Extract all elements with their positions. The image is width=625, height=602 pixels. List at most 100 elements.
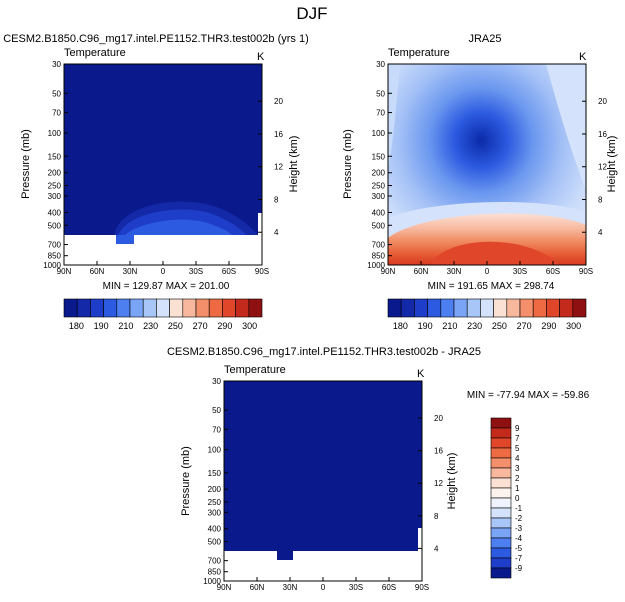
colorbar-swatch	[490, 567, 512, 579]
x-tick-label: 90S	[579, 267, 593, 276]
y-tick-label: 300	[208, 508, 222, 517]
colorbar-swatch	[490, 417, 512, 429]
colorbar-label: 290	[541, 321, 556, 331]
colorbar-swatch	[208, 298, 223, 318]
y2-tick-label: 16	[598, 130, 607, 139]
colorbar-swatch	[466, 298, 481, 318]
colorbar-swatch	[195, 298, 210, 318]
colorbar-swatch	[532, 298, 547, 318]
colorbar-swatch	[453, 298, 468, 318]
y-tick-label: 30	[376, 60, 385, 69]
x-tick-label: 60N	[414, 267, 429, 276]
x-tick-label: 60S	[382, 583, 396, 592]
y-tick-label: 50	[376, 89, 385, 98]
x-tick-label: 90N	[57, 267, 72, 276]
y-tick-label: 200	[372, 169, 386, 178]
y-tick-label: 150	[208, 469, 222, 478]
y-tick-label: 70	[52, 109, 61, 118]
colorbar-label: -3	[515, 524, 523, 533]
colorbar-swatch	[490, 507, 512, 519]
colorbar-label: -2	[515, 514, 523, 523]
x-tick-label: 30N	[123, 267, 138, 276]
y-tick-label: 70	[212, 425, 221, 434]
colorbar-label: 300	[242, 321, 257, 331]
colorbar-label: 1	[515, 484, 520, 493]
panel-model-units: K	[257, 51, 265, 63]
y-tick-label: 30	[212, 377, 221, 386]
panel-model-land-edge	[258, 213, 262, 235]
panel-diff-ylabel: Pressure (mb)	[180, 446, 192, 516]
panel-obs-variable: Temperature	[388, 47, 450, 59]
panel-obs-xticks: 90N 60N 30N 0 30S 60S 90S	[381, 261, 593, 276]
colorbar-swatch	[182, 298, 197, 318]
y-tick-label: 700	[208, 557, 222, 566]
colorbar-swatch	[248, 298, 263, 318]
y2-tick-label: 4	[598, 228, 603, 237]
colorbar-swatch	[490, 467, 512, 479]
colorbar-swatch	[440, 298, 455, 318]
colorbar-label: 0	[515, 494, 520, 503]
y-tick-label: 150	[48, 152, 62, 161]
panel-model-contour-3	[125, 219, 232, 235]
x-tick-label: 30S	[513, 267, 527, 276]
colorbar-swatch	[490, 517, 512, 529]
figure-title: DJF	[296, 4, 327, 23]
colorbar-label: -9	[515, 564, 523, 573]
colorbar-label: 250	[168, 321, 183, 331]
y2-tick-label: 20	[274, 97, 283, 106]
y2-tick-label: 4	[274, 228, 279, 237]
y-tick-label: 250	[208, 498, 222, 507]
x-tick-label: 30S	[349, 583, 363, 592]
x-tick-label: 30N	[447, 267, 462, 276]
y2-tick-label: 8	[434, 512, 439, 521]
y-tick-label: 100	[372, 129, 386, 138]
x-tick-label: 60N	[250, 583, 265, 592]
colorbar-label: 190	[94, 321, 109, 331]
colorbar-swatch	[129, 298, 144, 318]
panel-model-ylabel: Pressure (mb)	[20, 129, 32, 199]
y-tick-label: 850	[208, 568, 222, 577]
y-tick-label: 250	[48, 182, 62, 191]
x-tick-label: 30S	[189, 267, 203, 276]
panel-obs-stats: MIN = 191.65 MAX = 298.74	[428, 281, 555, 292]
colorbar-swatch	[493, 298, 508, 318]
y2-tick-label: 8	[274, 195, 279, 204]
colorbar-swatch	[63, 298, 78, 318]
colorbar-label: 190	[418, 321, 433, 331]
x-tick-label: 60S	[546, 267, 560, 276]
colorbar-label: 7	[515, 434, 520, 443]
colorbar-swatch	[480, 298, 494, 318]
colorbar-label: 250	[492, 321, 507, 331]
colorbar-swatch	[546, 298, 560, 318]
panel-obs-title: JRA25	[468, 33, 501, 45]
y-tick-label: 700	[372, 241, 386, 250]
colorbar-label: 270	[517, 321, 532, 331]
colorbar-swatch	[519, 298, 534, 318]
colorbar-label: -4	[515, 534, 523, 543]
panel-diff: CESM2.B1850.C96_mg17.intel.PE1152.THR3.t…	[167, 346, 590, 592]
y-tick-label: 1000	[203, 577, 221, 586]
colorbar-label: 230	[143, 321, 158, 331]
panel-model-xticks: 90N 60N 30N 0 30S 60S 90S	[57, 261, 269, 276]
panel-obs-edge-south	[546, 64, 586, 190]
y-tick-label: 100	[48, 129, 62, 138]
colorbar-label: 180	[393, 321, 408, 331]
colorbar-label: 4	[515, 454, 520, 463]
colorbar-swatch	[222, 298, 236, 318]
colorbar-swatch	[156, 298, 170, 318]
y-tick-label: 150	[372, 152, 386, 161]
panel-obs-y2label: Height (km)	[606, 136, 618, 193]
y-tick-label: 500	[372, 221, 386, 230]
panel-obs-ylabel: Pressure (mb)	[342, 129, 354, 199]
colorbar-label: -1	[515, 504, 523, 513]
panel-diff-land-edge	[418, 528, 422, 551]
colorbar-label: 3	[515, 464, 520, 473]
colorbar-label: 270	[193, 321, 208, 331]
colorbar-swatch	[490, 537, 512, 549]
y2-tick-label: 20	[434, 414, 443, 423]
panel-diff-units: K	[417, 368, 425, 380]
colorbar-label: 230	[467, 321, 482, 331]
panel-model-stats: MIN = 129.87 MAX = 201.00	[103, 281, 230, 292]
